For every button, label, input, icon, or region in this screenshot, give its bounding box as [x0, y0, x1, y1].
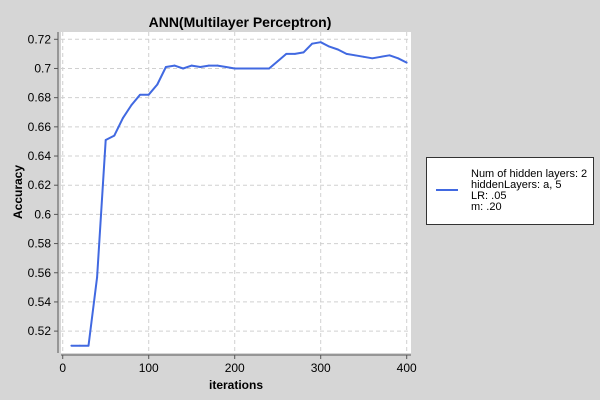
- data-point: [242, 67, 245, 70]
- data-point: [276, 60, 279, 63]
- data-point: [405, 61, 408, 64]
- y-tick-label: 0.58: [28, 237, 52, 251]
- data-point: [328, 45, 331, 48]
- data-point: [388, 54, 391, 57]
- legend-swatch: [436, 189, 458, 191]
- y-tick-label: 0.56: [28, 266, 52, 280]
- x-ticks: 0 100 200 300 400: [59, 355, 417, 375]
- data-point: [147, 93, 150, 96]
- data-point: [199, 66, 202, 68]
- legend: Num of hidden layers: 2 hiddenLayers: a,…: [426, 157, 594, 225]
- data-point: [190, 64, 193, 67]
- data-point: [122, 117, 124, 119]
- series-group: [70, 41, 408, 347]
- plot-area: [61, 32, 411, 353]
- x-tick-label: 0: [59, 361, 66, 375]
- axes: [57, 32, 411, 356]
- data-point: [233, 67, 236, 70]
- data-point: [79, 344, 81, 347]
- data-point: [208, 64, 210, 67]
- data-point: [216, 64, 219, 67]
- y-tick-label: 0.64: [28, 149, 52, 163]
- y-axis-label: Accuracy: [11, 165, 25, 219]
- data-point: [139, 93, 142, 96]
- y-tick-label: 0.62: [28, 178, 52, 192]
- data-point: [268, 67, 271, 70]
- data-point: [319, 41, 322, 44]
- data-point: [259, 67, 262, 70]
- data-point: [156, 83, 159, 86]
- data-point: [397, 57, 400, 60]
- x-tick-label: 200: [225, 361, 245, 375]
- data-point: [165, 66, 167, 68]
- legend-text: Num of hidden layers: 2 hiddenLayers: a,…: [471, 169, 587, 213]
- y-tick-label: 0.54: [28, 295, 52, 309]
- legend-entry-2: hiddenLayers: a, 5: [471, 179, 562, 191]
- series-line: [71, 41, 408, 347]
- legend-entry-3: LR: .05: [471, 190, 507, 202]
- data-point: [251, 67, 253, 70]
- x-tick-label: 400: [397, 361, 417, 375]
- data-point: [285, 52, 288, 55]
- y-tick-label: 0.7: [34, 61, 51, 75]
- data-point: [130, 104, 133, 106]
- chart-title: ANN(Multilayer Perceptron): [149, 14, 332, 30]
- data-point: [380, 55, 382, 58]
- data-point: [354, 54, 357, 57]
- y-tick-label: 0.6: [34, 207, 51, 221]
- legend-entry-4: m: .20: [471, 201, 502, 213]
- data-point: [173, 64, 176, 67]
- x-tick-label: 300: [311, 361, 331, 375]
- data-point: [302, 51, 305, 54]
- data-point: [362, 55, 365, 58]
- data-point: [371, 57, 374, 60]
- y-tick-label: 0.68: [28, 91, 52, 105]
- y-ticks: 0.52 0.54 0.56 0.58 0.6 0.62 0.64 0.66 0.68 0.7 0.…: [28, 32, 58, 338]
- data-point: [104, 139, 107, 141]
- y-tick-label: 0.52: [28, 324, 52, 338]
- x-axis-label: iterations: [209, 378, 263, 392]
- legend-entry-1: Num of hidden layers: 2: [471, 168, 588, 180]
- y-tick-label: 0.66: [28, 120, 52, 134]
- y-tick-label: 0.72: [28, 32, 52, 46]
- data-point: [311, 42, 314, 45]
- data-point: [294, 52, 296, 55]
- data-point: [70, 344, 73, 347]
- data-point: [345, 52, 348, 55]
- data-point: [225, 66, 228, 68]
- x-tick-label: 100: [139, 361, 159, 375]
- data-point: [337, 48, 339, 51]
- data-point: [182, 67, 185, 70]
- data-point: [113, 134, 116, 137]
- data-point: [96, 276, 99, 279]
- data-point: [87, 344, 90, 347]
